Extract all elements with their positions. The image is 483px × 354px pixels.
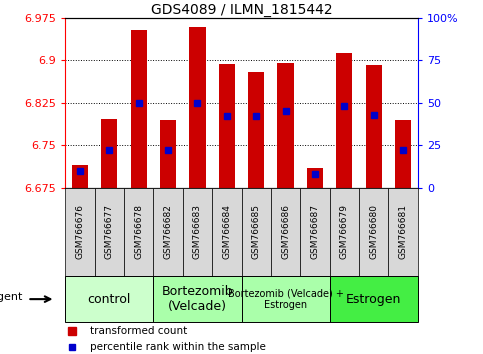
Bar — [359, 188, 388, 276]
Text: agent: agent — [0, 292, 23, 302]
Bar — [329, 276, 418, 322]
Bar — [300, 188, 329, 276]
Bar — [248, 72, 264, 188]
Text: GSM766686: GSM766686 — [281, 204, 290, 259]
Text: GSM766685: GSM766685 — [252, 204, 261, 259]
Text: GSM766683: GSM766683 — [193, 204, 202, 259]
Bar — [183, 188, 212, 276]
Text: Estrogen: Estrogen — [346, 293, 401, 306]
Bar — [388, 188, 418, 276]
Bar — [65, 276, 154, 322]
Text: transformed count: transformed count — [90, 326, 187, 336]
Text: GSM766682: GSM766682 — [164, 204, 172, 259]
Text: GSM766680: GSM766680 — [369, 204, 378, 259]
Text: Bortezomib (Velcade) +
Estrogen: Bortezomib (Velcade) + Estrogen — [227, 288, 343, 310]
Text: Bortezomib
(Velcade): Bortezomib (Velcade) — [162, 285, 233, 313]
Text: GSM766687: GSM766687 — [311, 204, 319, 259]
Bar — [130, 30, 147, 188]
Bar — [95, 188, 124, 276]
Bar — [124, 188, 154, 276]
Bar — [160, 120, 176, 188]
Bar — [101, 119, 117, 188]
Bar — [278, 63, 294, 188]
Bar — [366, 65, 382, 188]
Text: GSM766676: GSM766676 — [75, 204, 85, 259]
Bar — [336, 53, 353, 188]
Text: percentile rank within the sample: percentile rank within the sample — [90, 342, 266, 352]
Text: GSM766684: GSM766684 — [222, 204, 231, 259]
Bar — [395, 120, 411, 188]
Text: GSM766679: GSM766679 — [340, 204, 349, 259]
Bar — [329, 188, 359, 276]
Text: GSM766677: GSM766677 — [105, 204, 114, 259]
Bar — [189, 27, 205, 188]
Text: GSM766678: GSM766678 — [134, 204, 143, 259]
Bar — [65, 188, 95, 276]
Bar — [271, 188, 300, 276]
Bar — [154, 276, 242, 322]
Text: GSM766681: GSM766681 — [398, 204, 408, 259]
Bar — [242, 188, 271, 276]
Bar — [219, 64, 235, 188]
Title: GDS4089 / ILMN_1815442: GDS4089 / ILMN_1815442 — [151, 3, 332, 17]
Bar — [212, 188, 242, 276]
Bar — [154, 188, 183, 276]
Bar — [72, 165, 88, 188]
Bar — [307, 168, 323, 188]
Bar — [242, 276, 330, 322]
Text: control: control — [87, 293, 131, 306]
